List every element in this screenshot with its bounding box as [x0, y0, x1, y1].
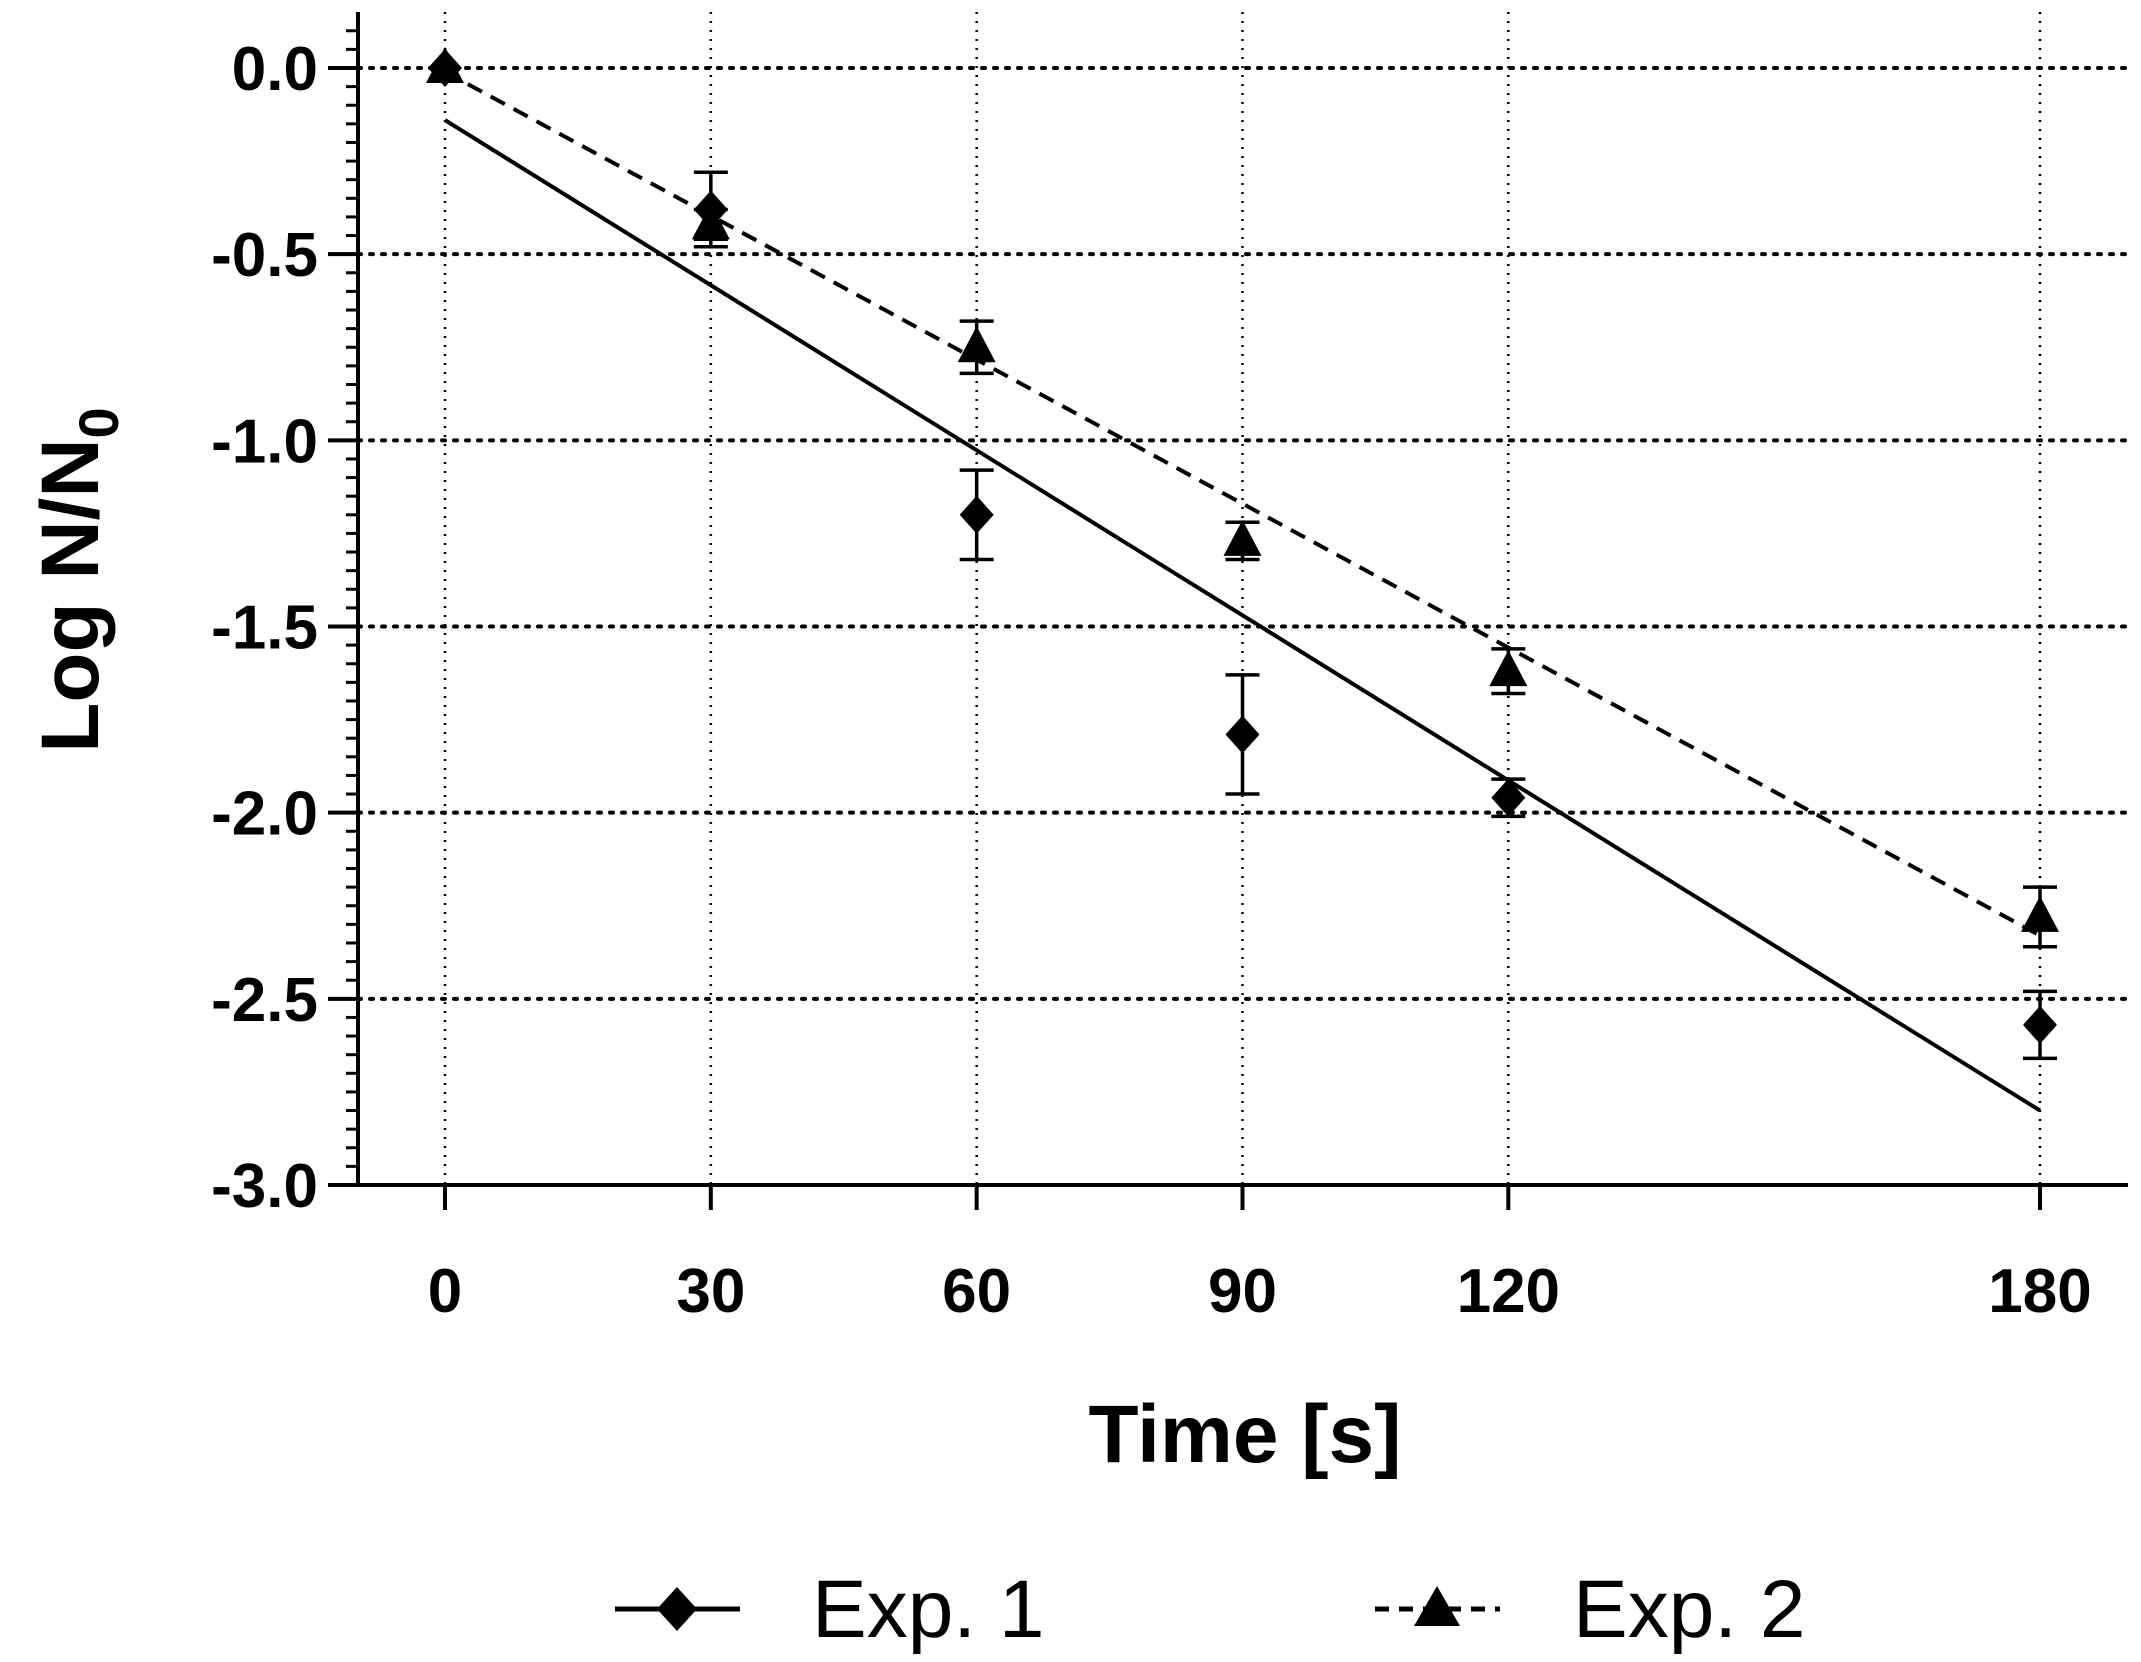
data-point-exp2 [1489, 650, 1528, 687]
y-tick-label: -0.5 [211, 221, 318, 290]
x-tick-label: 120 [1457, 1257, 1560, 1326]
y-tick-label: -1.5 [211, 594, 318, 663]
x-tick-label: 0 [428, 1257, 462, 1326]
legend-label-exp2: Exp. 2 [1573, 1564, 1805, 1655]
legend: Exp. 1 Exp. 2 [615, 1564, 1805, 1655]
data-points [426, 47, 2059, 1044]
fit-line-exp2 [444, 69, 2041, 938]
tick-labels: 0.0 -0.5 -1.0 -1.5 -2.0 -2.5 -3.0 0 30 60 90 120 180 [211, 35, 2092, 1326]
data-point-exp2 [2021, 895, 2059, 932]
legend-marker-exp2 [1414, 1586, 1460, 1626]
legend-item-exp1: Exp. 1 [615, 1564, 1044, 1655]
y-axis-title: Log N/N0 [25, 407, 130, 752]
y-axis-title-main: Log N/N [25, 438, 116, 752]
x-tick-label: 60 [942, 1257, 1011, 1326]
legend-marker-exp1 [657, 1587, 697, 1631]
error-bars [693, 170, 2057, 1061]
legend-label-exp1: Exp. 1 [812, 1564, 1044, 1655]
x-tick-label: 180 [1988, 1257, 2091, 1326]
y-tick-label: -3.0 [211, 1152, 318, 1221]
data-point-exp2 [426, 47, 464, 83]
grid-lines [356, 12, 2130, 1185]
legend-item-exp2: Exp. 2 [1375, 1564, 1805, 1655]
y-axis-title-subscript: 0 [67, 407, 130, 438]
data-point-exp1 [959, 495, 994, 534]
fit-line-exp1 [443, 118, 2042, 1113]
x-tick-label: 90 [1208, 1257, 1277, 1326]
y-tick-label: -2.5 [211, 966, 318, 1035]
data-point-exp1 [1491, 778, 1526, 817]
data-point-exp2 [691, 203, 730, 240]
axes [328, 12, 2128, 1210]
data-point-exp1 [2023, 1005, 2057, 1044]
data-point-exp2 [1223, 519, 1262, 556]
fit-lines [443, 69, 2042, 1113]
y-tick-label: 0.0 [232, 35, 318, 104]
x-axis-title: Time [s] [1089, 1389, 1402, 1480]
y-tick-label: -1.0 [211, 407, 318, 476]
x-tick-label: 30 [676, 1257, 745, 1326]
data-point-exp2 [957, 326, 996, 363]
y-tick-label: -2.0 [211, 780, 318, 849]
data-point-exp1 [1225, 715, 1260, 754]
